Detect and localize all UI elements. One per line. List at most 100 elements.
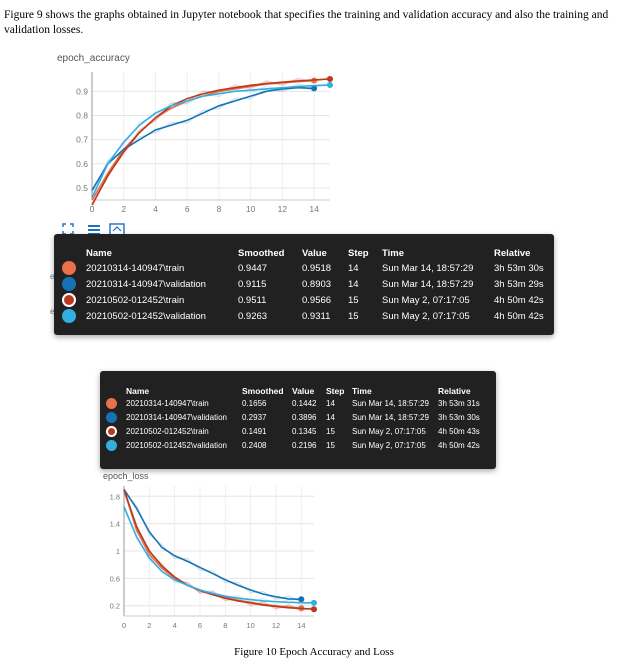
col-name: Name — [126, 386, 150, 396]
tooltip-row: 20210314-140947\validation 0.2937 0.3896 14… — [106, 411, 484, 425]
tooltip-row: 20210502-012452\train 0.9511 0.9566 15 Sun M… — [62, 292, 548, 308]
cell-time: Sun Mar 14, 18:57:29 — [382, 278, 474, 290]
loss-raw-line — [123, 491, 302, 612]
col-relative: Relative — [438, 386, 471, 396]
cell-name: 20210314-140947\validation — [126, 413, 227, 422]
loss-xtick-label: 14 — [297, 621, 305, 630]
cell-value: 0.1442 — [292, 399, 317, 408]
col-step: Step — [348, 248, 369, 259]
loss-xtick-label: 8 — [223, 621, 227, 630]
accuracy-chart-title: epoch_accuracy — [57, 53, 130, 64]
loss-series-endpoint-1 — [298, 596, 305, 603]
accuracy-ytick-label: 0.6 — [76, 159, 88, 169]
col-value: Value — [302, 248, 327, 259]
tooltip-row: 20210314-140947\train 0.1656 0.1442 14 Sun M… — [106, 397, 484, 411]
cell-time: Sun Mar 14, 18:57:29 — [382, 262, 474, 274]
accuracy-xtick-label: 0 — [90, 204, 95, 214]
tooltip-row: 20210502-012452\validation 0.2408 0.2196 15… — [106, 439, 484, 453]
cell-relative: 4h 50m 42s — [494, 310, 544, 322]
series-color-swatch — [106, 412, 117, 424]
cell-step: 14 — [326, 399, 335, 408]
accuracy-ytick-label: 0.5 — [76, 183, 88, 193]
accuracy-xtick-label: 8 — [217, 204, 222, 214]
series-color-swatch — [62, 277, 76, 291]
cell-value: 0.3896 — [292, 413, 317, 422]
accuracy-xtick-label: 10 — [246, 204, 256, 214]
cell-name: 20210502-012452\validation — [86, 310, 206, 322]
accuracy-xtick-label: 4 — [153, 204, 158, 214]
cell-value: 0.9311 — [302, 310, 331, 322]
cell-value: 0.8903 — [302, 278, 332, 290]
tooltip-row: 20210314-140947\train 0.9447 0.9518 14 Sun M… — [62, 260, 548, 276]
cell-relative: 4h 50m 43s — [438, 427, 480, 436]
cell-smoothed: 0.2937 — [242, 413, 267, 422]
loss-series-line-2 — [123, 489, 315, 611]
accuracy-tooltip: Name Smoothed Value Step Time Relative 2… — [54, 234, 554, 335]
tooltip-row: 20210502-012452\validation 0.9263 0.9311 15… — [62, 308, 548, 324]
series-color-swatch — [106, 398, 117, 410]
accuracy-raw-line — [91, 84, 315, 194]
tooltip-row: 20210314-140947\validation 0.9115 0.8903 14… — [62, 276, 548, 292]
cell-time: Sun Mar 14, 18:57:29 — [352, 399, 429, 408]
loss-series-line-3 — [123, 506, 315, 604]
accuracy-series-endpoint-1 — [311, 85, 318, 92]
accuracy-series-endpoint-0 — [311, 77, 318, 84]
loss-xtick-label: 0 — [122, 621, 126, 630]
figure-caption: Figure 10 Epoch Accuracy and Loss — [234, 646, 394, 658]
loss-ytick-label: 0.2 — [110, 602, 120, 611]
col-time: Time — [352, 386, 372, 396]
accuracy-ytick-label: 0.7 — [76, 135, 88, 145]
cell-smoothed: 0.1491 — [242, 427, 267, 436]
loss-ytick-label: 0.6 — [110, 574, 120, 583]
accuracy-series-line-1 — [91, 86, 315, 191]
cell-step: 14 — [326, 413, 335, 422]
cell-step: 15 — [326, 427, 335, 436]
accuracy-raw-line — [91, 78, 315, 203]
col-name: Name — [86, 248, 112, 259]
accuracy-xtick-label: 12 — [278, 204, 288, 214]
loss-series-endpoint-0 — [298, 605, 305, 612]
col-value: Value — [292, 386, 315, 396]
cell-name: 20210314-140947\validation — [86, 278, 206, 290]
loss-raw-line — [123, 491, 315, 612]
loss-chart-title: epoch_loss — [103, 471, 149, 481]
cell-smoothed: 0.2408 — [242, 441, 267, 450]
loss-xtick-label: 12 — [272, 621, 280, 630]
cell-relative: 4h 50m 42s — [494, 294, 544, 306]
cell-value: 0.9566 — [302, 294, 332, 306]
loss-raw-line — [123, 508, 315, 607]
fit-domain-icon[interactable] — [62, 223, 74, 235]
cell-name: 20210502-012452\train — [86, 294, 185, 306]
accuracy-xtick-label: 14 — [309, 204, 319, 214]
cell-step: 14 — [348, 278, 359, 290]
cell-step: 15 — [348, 294, 359, 306]
cell-relative: 3h 53m 30s — [494, 262, 544, 274]
cell-value: 0.2196 — [292, 441, 317, 450]
accuracy-raw-line — [91, 81, 331, 201]
col-time: Time — [382, 248, 405, 259]
cell-step: 15 — [326, 441, 335, 450]
loss-raw-line — [123, 491, 302, 603]
loss-series-line-1 — [123, 488, 302, 601]
series-color-swatch — [62, 309, 76, 323]
accuracy-xtick-label: 6 — [185, 204, 190, 214]
series-color-swatch — [62, 293, 76, 307]
cell-smoothed: 0.9115 — [238, 278, 267, 290]
col-smoothed: Smoothed — [242, 386, 284, 396]
cell-name: 20210314-140947\train — [126, 399, 209, 408]
cell-name: 20210502-012452\train — [126, 427, 209, 436]
accuracy-series-line-0 — [91, 79, 315, 201]
series-color-swatch — [106, 440, 117, 452]
series-color-swatch — [106, 426, 117, 438]
loss-series-line-0 — [123, 489, 302, 609]
cell-time: Sun May 2, 07:17:05 — [352, 427, 426, 436]
cell-value: 0.9518 — [302, 262, 332, 274]
cell-time: Sun May 2, 07:17:05 — [382, 310, 470, 322]
accuracy-series-line-3 — [91, 84, 331, 198]
cell-smoothed: 0.9263 — [238, 310, 268, 322]
cell-step: 15 — [348, 310, 359, 322]
cell-smoothed: 0.9447 — [238, 262, 268, 274]
loss-xtick-label: 2 — [147, 621, 151, 630]
cell-time: Sun May 2, 07:17:05 — [382, 294, 470, 306]
loss-ytick-label: 1.4 — [110, 520, 120, 529]
